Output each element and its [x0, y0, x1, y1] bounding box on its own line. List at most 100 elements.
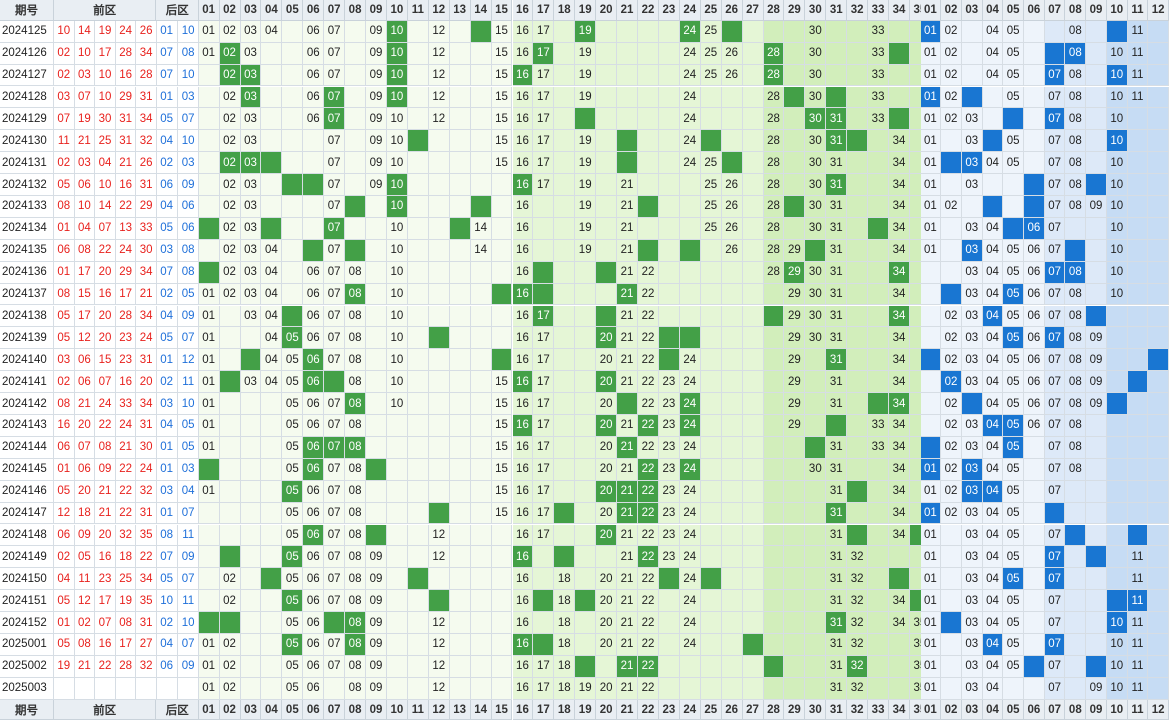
front-hit-cell	[407, 568, 429, 591]
back-hit-cell: 08	[1065, 261, 1087, 284]
front-trend-cell	[658, 612, 680, 634]
front-trend-cell: 15	[491, 108, 513, 131]
front-trend-cell: 02	[219, 677, 241, 700]
back-trend-cell	[941, 217, 962, 240]
front-number-cell: 19	[54, 655, 75, 678]
front-hit-cell	[428, 327, 450, 350]
front-number-cell: 05	[54, 634, 75, 656]
front-number-cell: 34	[136, 42, 157, 65]
back-number-cell: 07	[156, 64, 178, 87]
front-trend-cell	[700, 261, 722, 284]
front-trend-cell	[658, 86, 680, 109]
front-number-cell: 26	[136, 20, 157, 43]
front-number-cell: 01	[54, 261, 75, 284]
back-trend-cell: 07	[1044, 305, 1066, 328]
front-trend-cell: 09	[366, 568, 387, 591]
front-trend-cell: 02	[219, 196, 241, 218]
back-trend-cell: 02	[941, 458, 962, 481]
back-hit-cell	[982, 196, 1004, 218]
back-trend-cell: 03	[961, 327, 983, 350]
front-col-header: 09	[366, 699, 387, 720]
back-trend-cell	[941, 590, 962, 613]
back-trend-cell: 05	[1003, 42, 1025, 65]
front-trend-cell: 16	[512, 677, 534, 700]
front-trend-cell	[407, 108, 429, 131]
front-trend-cell: 15	[491, 86, 513, 109]
front-number-cell: 03	[74, 152, 96, 175]
back-trend-cell: 08	[1065, 64, 1087, 87]
front-trend-cell	[407, 217, 429, 240]
front-trend-cell	[658, 130, 680, 153]
front-trend-cell	[763, 480, 785, 503]
front-trend-cell: 34	[889, 480, 910, 503]
front-number-cell: 08	[74, 634, 96, 656]
period-cell: 2024125	[0, 20, 54, 43]
front-trend-cell: 07	[324, 305, 346, 328]
back-trend-cell: 01	[920, 108, 942, 131]
front-trend-cell	[742, 612, 764, 634]
back-number-cell: 02	[156, 283, 178, 306]
front-trend-cell	[784, 130, 806, 153]
back-trend-cell	[1127, 480, 1149, 503]
front-hit-cell: 21	[617, 436, 638, 459]
front-trend-cell	[240, 524, 262, 547]
period-cell: 2024141	[0, 371, 54, 394]
front-trend-cell	[240, 436, 262, 459]
front-trend-cell	[386, 480, 408, 503]
back-trend-cell: 04	[982, 283, 1004, 306]
back-hit-cell: 07	[1044, 568, 1066, 591]
front-trend-cell	[617, 108, 638, 131]
front-trend-cell	[847, 415, 869, 437]
front-hit-cell	[847, 524, 869, 547]
front-trend-cell	[533, 612, 555, 634]
front-trend-cell	[345, 152, 367, 175]
back-trend-cell: 10	[1106, 108, 1128, 131]
period-cell: 2024129	[0, 108, 54, 131]
front-hit-cell: 24	[679, 458, 701, 481]
front-number-cell: 31	[115, 130, 137, 153]
back-trend-cell	[1127, 283, 1149, 306]
front-trend-cell	[575, 480, 597, 503]
front-trend-cell	[847, 239, 869, 262]
front-trend-cell	[658, 677, 680, 700]
back-hit-cell	[1106, 393, 1128, 415]
front-trend-cell: 29	[784, 415, 806, 437]
back-trend-cell	[1086, 152, 1107, 175]
front-trend-cell	[868, 524, 890, 547]
back-trend-cell	[1024, 502, 1045, 525]
front-trend-cell: 09	[366, 174, 387, 196]
front-number-cell: 16	[95, 546, 116, 569]
back-hit-cell: 05	[1003, 568, 1025, 591]
back-trend-cell	[941, 655, 962, 678]
front-trend-cell	[554, 20, 576, 43]
front-trend-cell: 05	[282, 436, 304, 459]
front-trend-cell: 12	[428, 108, 450, 131]
front-hit-cell: 17	[533, 305, 555, 328]
front-trend-cell	[533, 568, 555, 591]
back-trend-cell	[1148, 42, 1169, 65]
front-number-cell: 06	[74, 371, 96, 394]
back-hit-cell: 01	[920, 458, 942, 481]
front-number-cell: 05	[54, 327, 75, 350]
front-trend-cell	[554, 42, 576, 65]
front-col-header: 23	[658, 0, 680, 21]
front-trend-cell: 02	[219, 655, 241, 678]
front-trend-cell	[198, 524, 220, 547]
front-hit-cell: 03	[240, 86, 262, 109]
front-trend-cell: 33	[868, 42, 890, 65]
front-trend-cell	[366, 305, 387, 328]
back-trend-cell	[1024, 130, 1045, 153]
front-trend-cell	[282, 196, 304, 218]
back-trend-cell: 07	[1044, 590, 1066, 613]
front-hit-cell: 08	[345, 283, 367, 306]
front-trend-cell: 09	[366, 86, 387, 109]
back-trend-cell: 05	[1003, 458, 1025, 481]
front-number-cell: 07	[54, 108, 75, 131]
front-number-cell: 01	[54, 217, 75, 240]
back-number-cell: 07	[177, 327, 200, 350]
front-number-cell: 20	[95, 327, 116, 350]
front-trend-cell: 30	[805, 196, 827, 218]
back-trend-cell	[941, 546, 962, 569]
back-trend-cell	[1106, 327, 1128, 350]
back-trend-cell: 10	[1106, 217, 1128, 240]
